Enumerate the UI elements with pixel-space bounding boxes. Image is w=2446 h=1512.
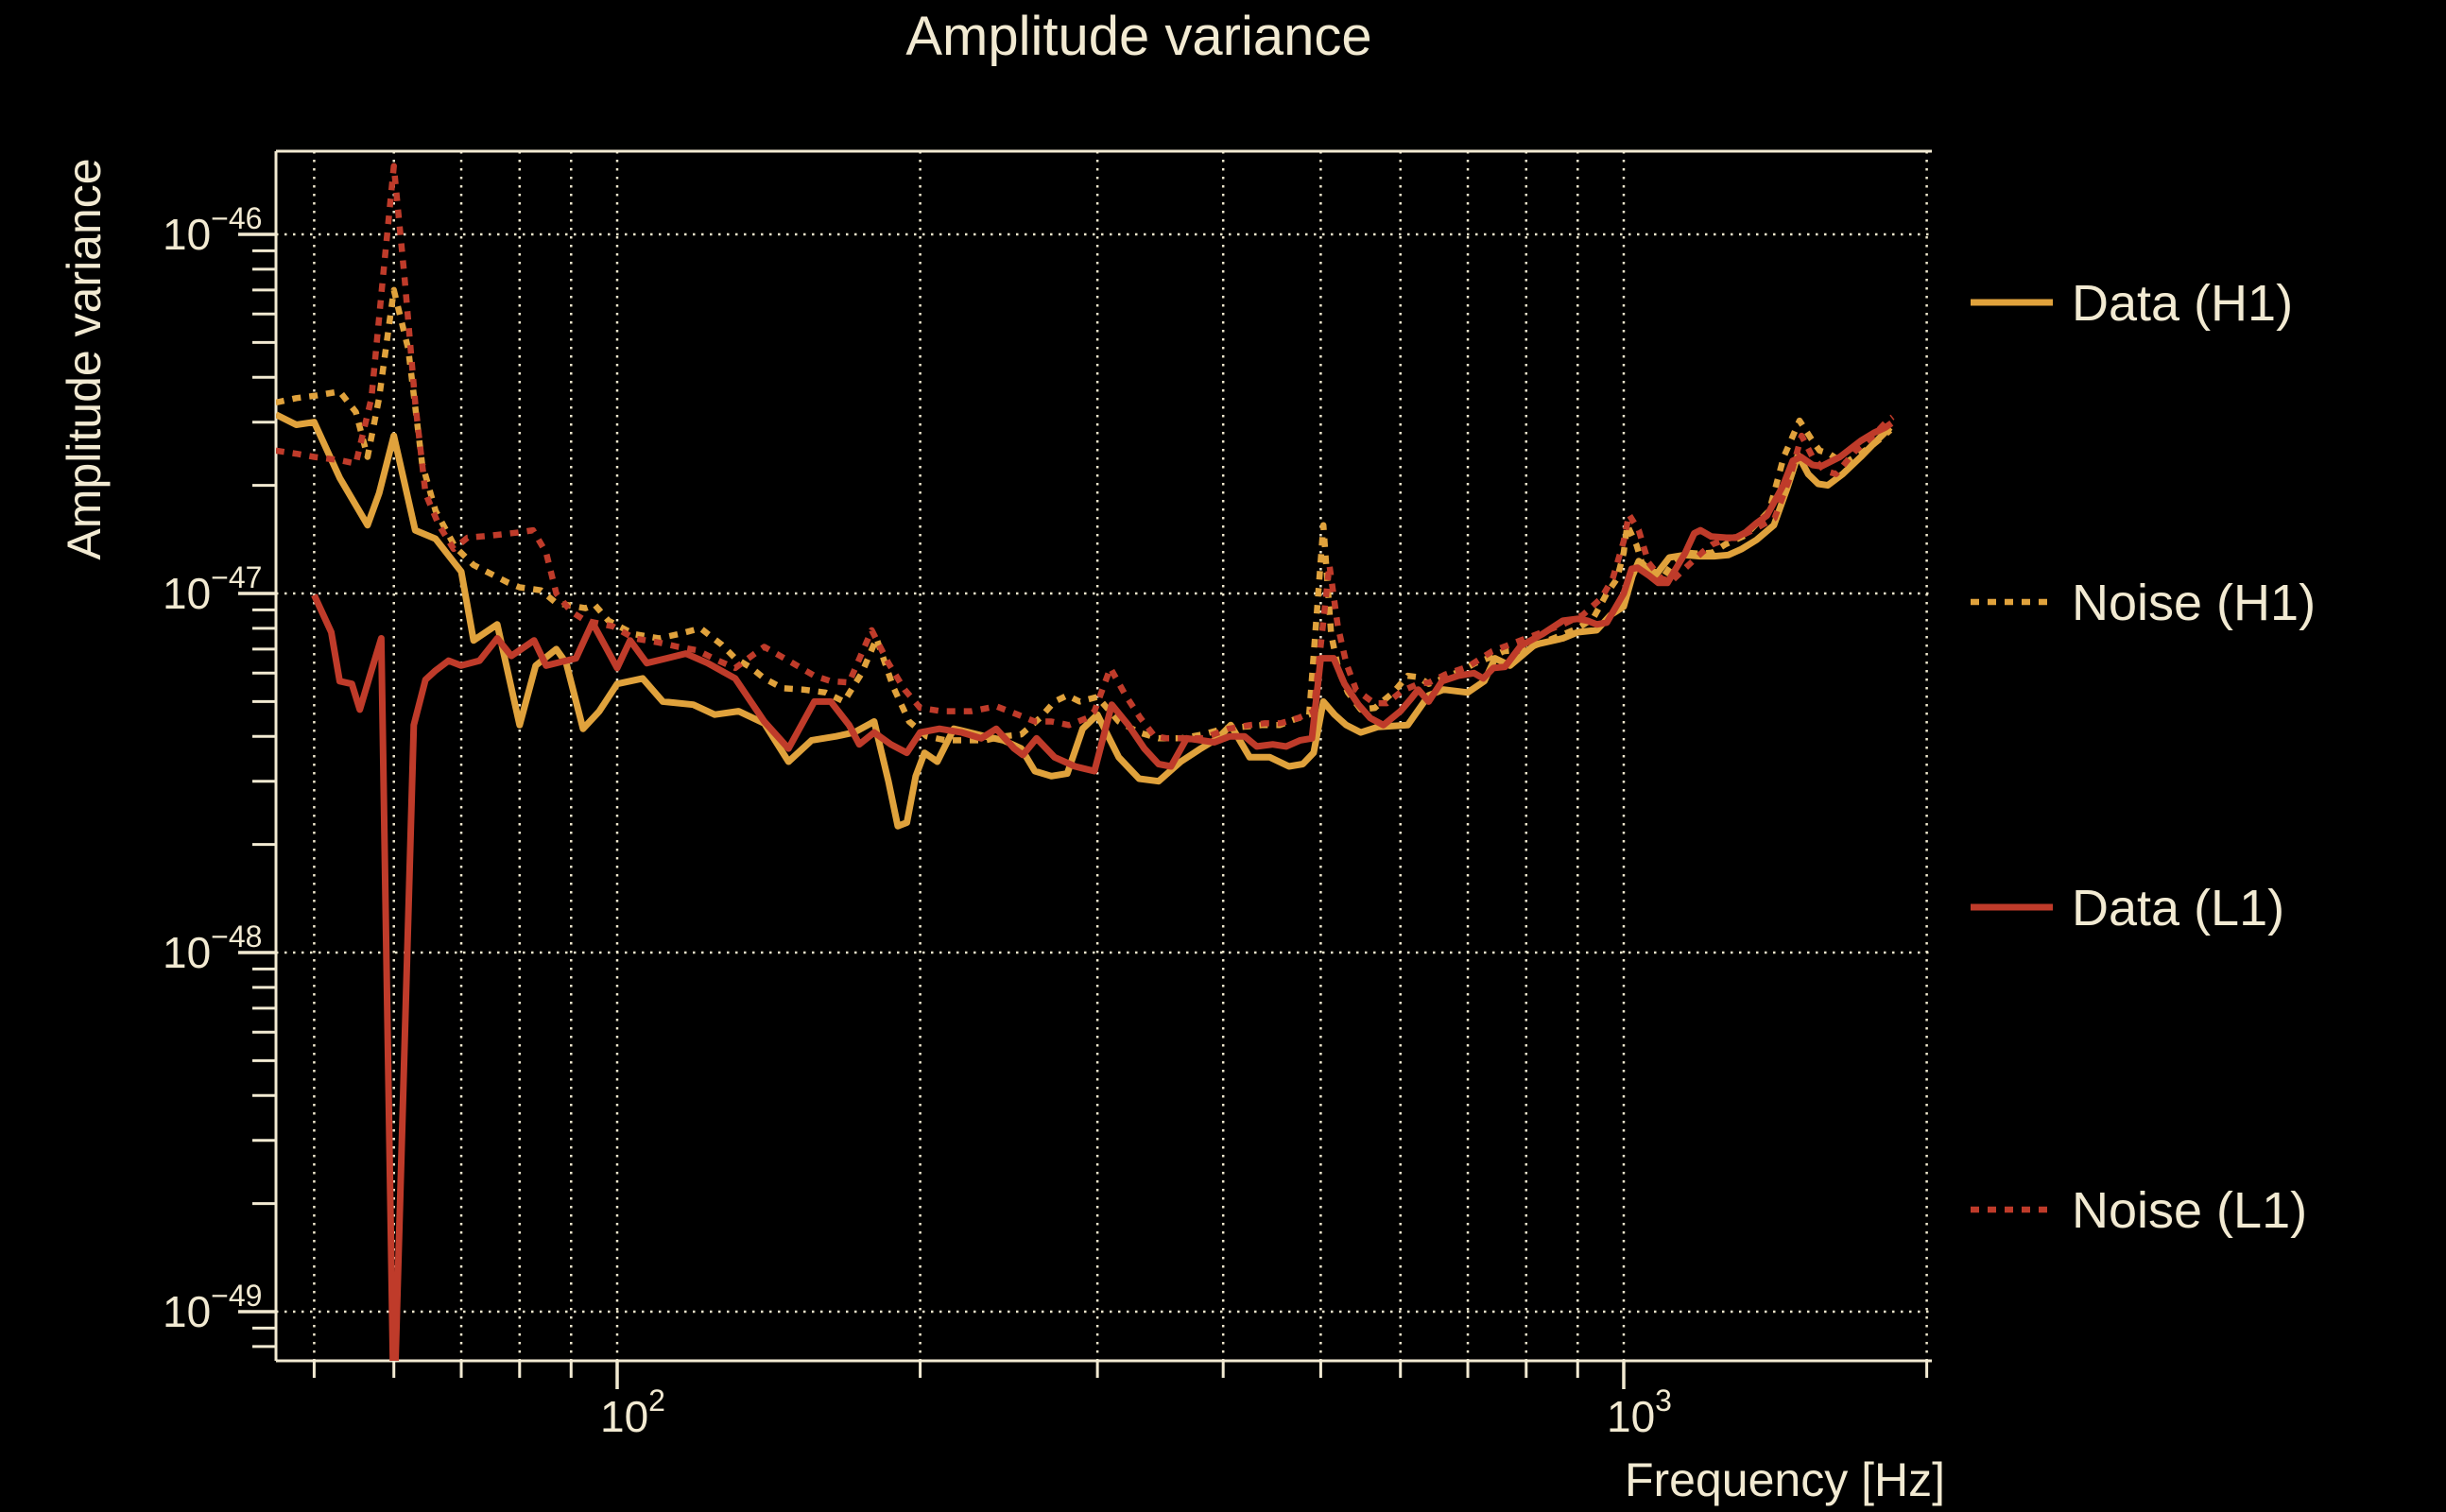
legend-label: Data (H1) bbox=[2072, 275, 2293, 332]
legend: Data (H1) Noise (H1) Data (L1) Noise (L1) bbox=[1971, 275, 2316, 1239]
legend-label: Data (L1) bbox=[2072, 880, 2284, 936]
chart-title: Amplitude variance bbox=[905, 6, 1371, 67]
grid-layer bbox=[276, 151, 1932, 1361]
legend-label: Noise (H1) bbox=[2072, 575, 2316, 631]
x-tick-label: 102 bbox=[600, 1383, 665, 1441]
axis-layer: 102 103 10−46 10−47 10−48 10−49 bbox=[163, 149, 1932, 1441]
legend-label: Noise (L1) bbox=[2072, 1182, 2307, 1239]
x-axis-label: Frequency [Hz] bbox=[1625, 1453, 1945, 1506]
y-tick-label: 10−46 bbox=[163, 201, 262, 259]
curve-noise-l1- bbox=[276, 163, 1895, 742]
curve-layer bbox=[276, 163, 1895, 1361]
y-tick-label: 10−49 bbox=[163, 1279, 262, 1336]
curve-data-l1- bbox=[311, 420, 1894, 1361]
x-tick-label: 103 bbox=[1607, 1383, 1672, 1441]
curve-data-h1- bbox=[276, 411, 1893, 830]
curve-noise-h1- bbox=[276, 286, 1893, 744]
y-tick-label: 10−47 bbox=[163, 560, 262, 618]
y-tick-label: 10−48 bbox=[163, 919, 262, 977]
y-axis-label: Amplitude variance bbox=[58, 158, 111, 559]
